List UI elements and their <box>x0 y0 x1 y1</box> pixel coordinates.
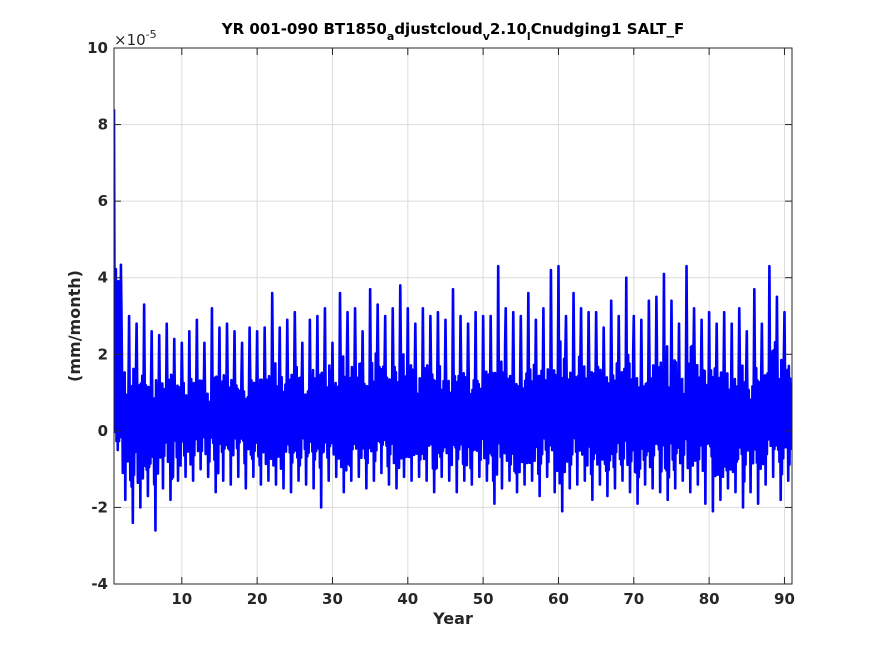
x-tick-label: 20 <box>247 590 268 608</box>
x-tick-labels: 10 20 30 40 50 60 70 80 90 <box>171 590 795 608</box>
x-axis-label: Year <box>432 609 473 628</box>
y-multiplier-label: ×10-5 <box>114 28 157 49</box>
y-tick-label: 8 <box>98 116 108 134</box>
y-tick-label: 4 <box>98 269 108 287</box>
series-line <box>114 109 792 532</box>
x-tick-label: 10 <box>171 590 192 608</box>
x-tick-label: 50 <box>473 590 494 608</box>
chart-title-part: YR 001-090 BT1850 <box>221 20 387 38</box>
axis-ticks <box>114 47 792 585</box>
y-tick-label: 2 <box>98 345 108 363</box>
chart-title-part: v <box>483 30 491 43</box>
x-tick-label: 30 <box>322 590 343 608</box>
y-tick-label: 6 <box>98 192 108 210</box>
x-tick-label: 70 <box>623 590 644 608</box>
y-tick-label: 0 <box>98 422 108 440</box>
chart-title-part: Cnudging1 SALT_F <box>531 20 685 38</box>
x-tick-label: 60 <box>548 590 569 608</box>
chart-title-part: djustcloud <box>394 20 482 38</box>
chart-title: YR 001-090 BT1850adjustcloudv2.10lCnudgi… <box>221 20 684 43</box>
y-tick-label: -4 <box>91 575 108 593</box>
y-axis-label: (mm/month) <box>65 270 84 382</box>
plot-frame <box>113 47 793 585</box>
chart-title-part: l <box>527 30 531 43</box>
chart-title-part: a <box>387 30 394 43</box>
chart-title-part: 2.10 <box>490 20 527 38</box>
y-tick-label: 10 <box>87 39 108 57</box>
y-tick-labels: -4 -2 0 2 4 6 8 10 <box>87 39 108 593</box>
x-tick-label: 40 <box>397 590 418 608</box>
y-tick-label: -2 <box>91 498 108 516</box>
x-tick-label: 80 <box>699 590 720 608</box>
x-tick-label: 90 <box>774 590 795 608</box>
